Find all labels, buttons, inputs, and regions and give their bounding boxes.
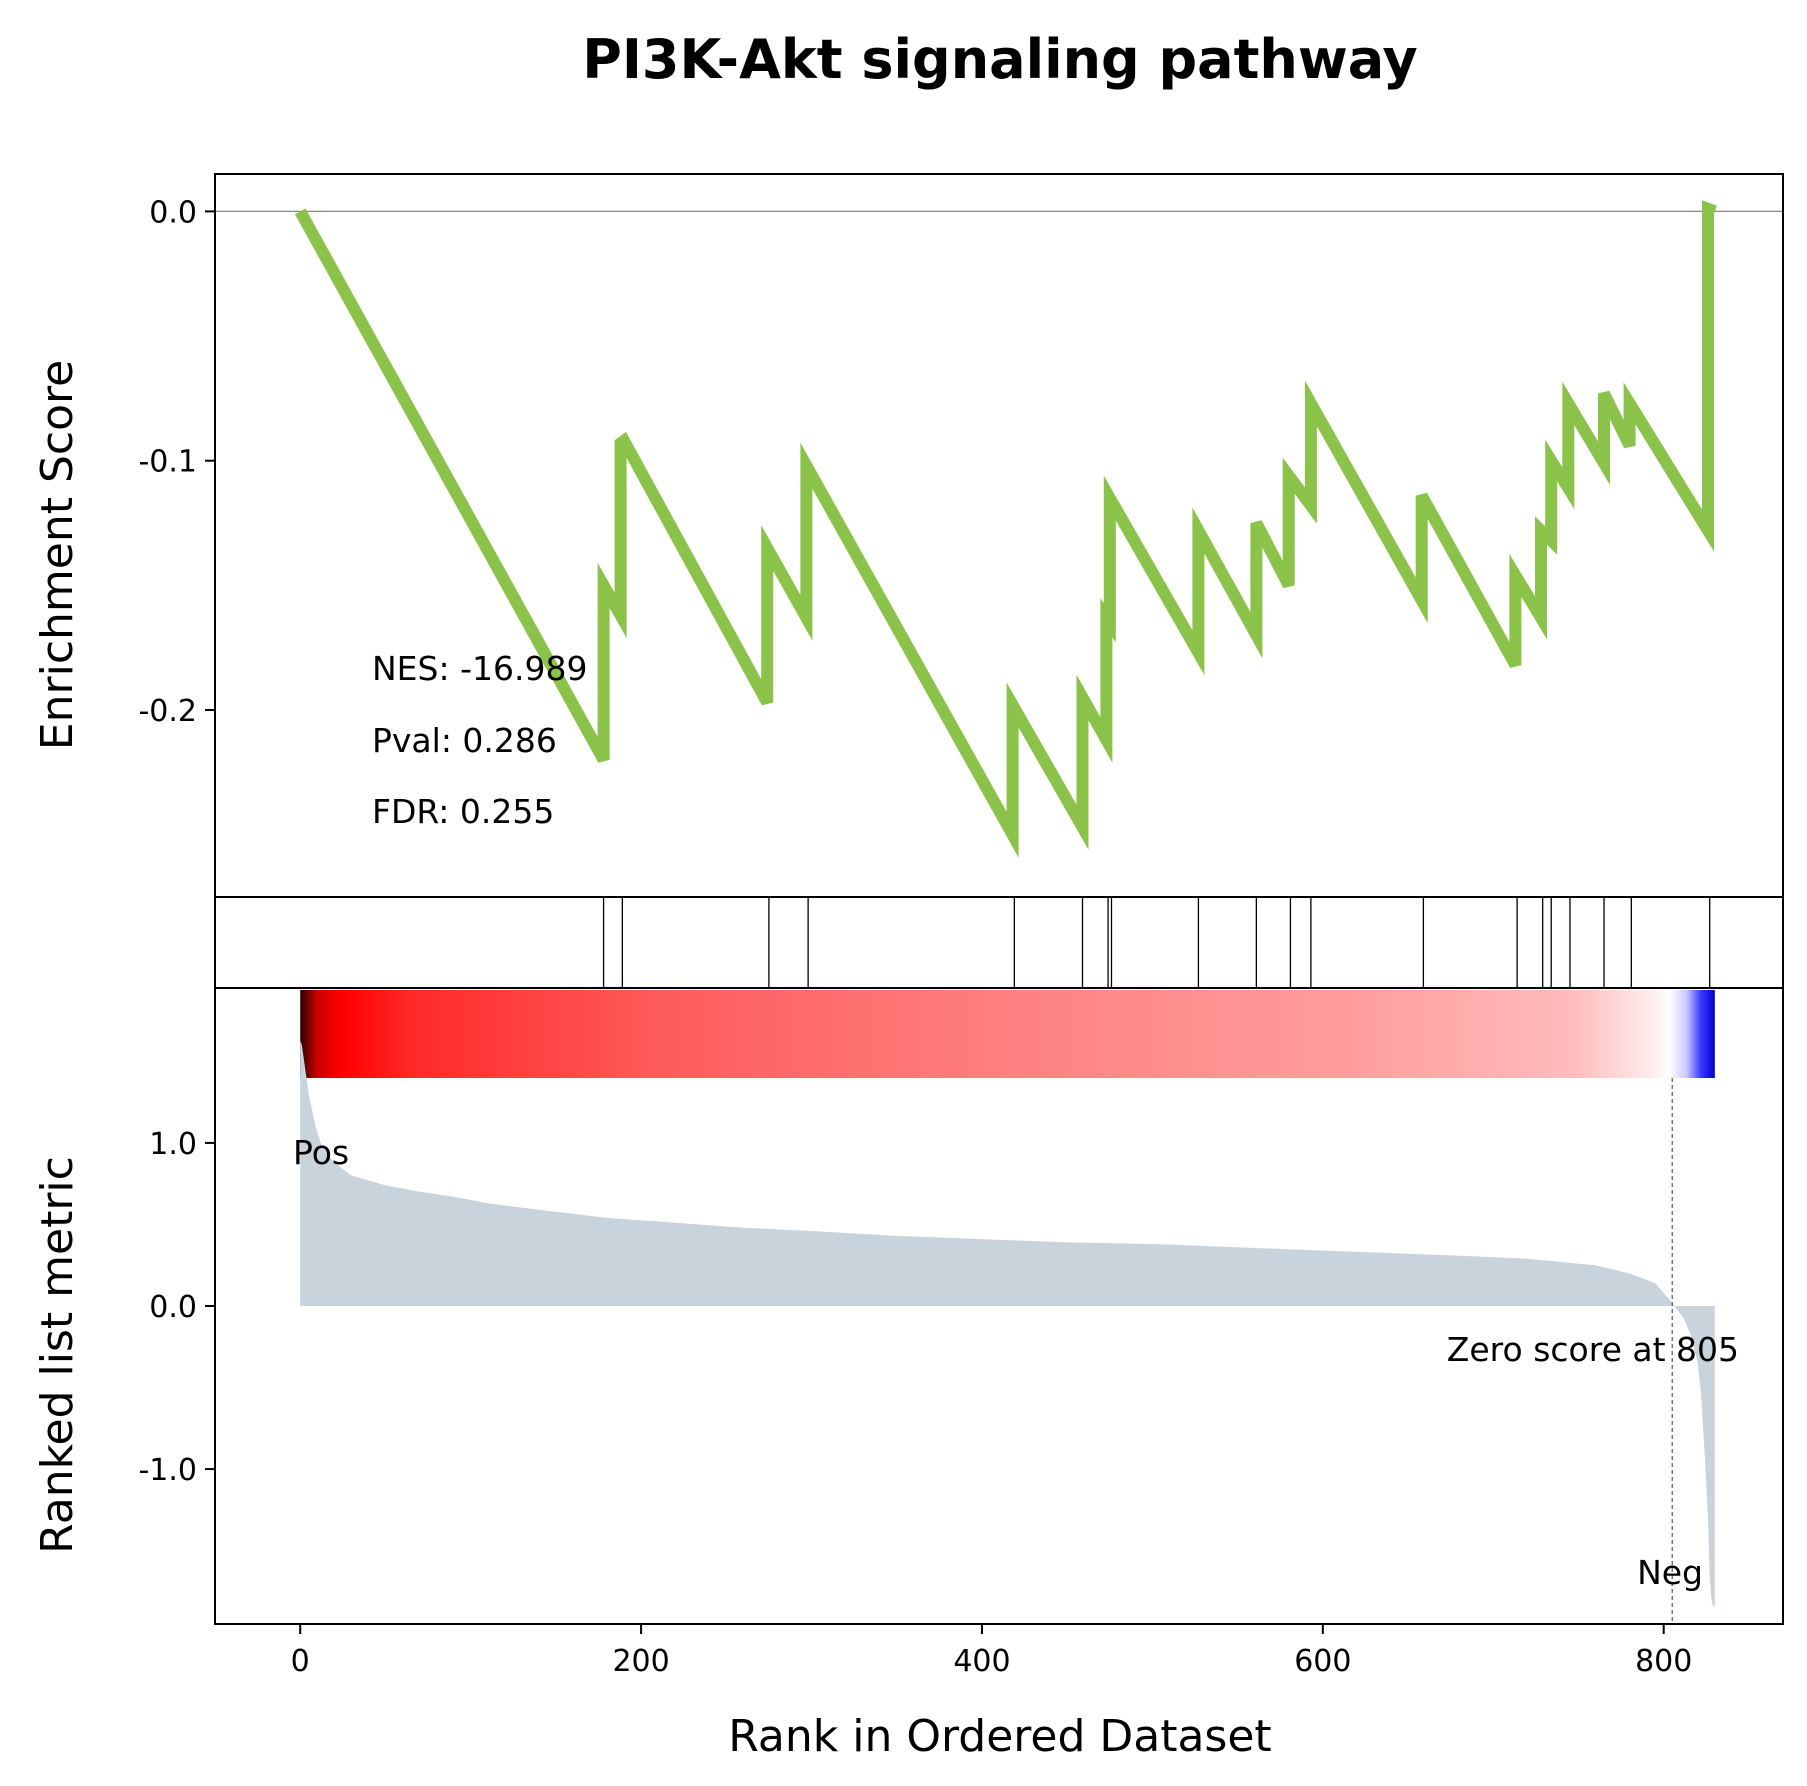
x-tick-label: 600 [1294,1644,1351,1679]
nes-label: NES: -16.989 [372,649,587,688]
es-y-tick-label: 0.0 [149,195,197,230]
ranked-metric-area [300,1040,1715,1607]
x-tick-label: 0 [291,1644,310,1679]
es-y-ticks: 0.0 -0.1 -0.2 [138,195,215,729]
chart-title: PI3K-Akt signaling pathway [582,28,1417,91]
rank-y-axis-label: Ranked list metric [32,1156,83,1554]
zero-score-label: Zero score at 805 [1447,1330,1739,1369]
x-axis-label: Rank in Ordered Dataset [728,1711,1271,1762]
pos-label: Pos [293,1133,349,1172]
es-y-tick-label: -0.1 [138,445,197,480]
neg-label: Neg [1637,1553,1703,1592]
hit-lines [602,897,1711,988]
ranked-panel: Zero score at 805 Pos Neg 1.0 0.0 -1.0 Ran… [32,987,1784,1625]
rank-panel-frame [214,987,1784,1625]
hits-panel [214,896,1784,989]
x-axis-ticks: 0 200 400 600 800 [291,1624,1692,1679]
es-line [294,200,1717,858]
pval-label: Pval: 0.286 [372,721,557,760]
rank-heatmap [300,990,1715,1078]
x-tick-label: 200 [612,1644,669,1679]
es-y-axis-label: Enrichment Score [32,360,83,750]
fdr-label: FDR: 0.255 [372,792,554,831]
rank-y-tick-label: 0.0 [149,1290,197,1325]
rank-y-tick-label: -1.0 [138,1453,197,1488]
rank-y-ticks: 1.0 0.0 -1.0 [138,1127,215,1488]
hits-panel-frame [214,896,1784,989]
enrichment-panel: 0.0 -0.1 -0.2 NES: -16.989 Pval: 0.286 FDR… [32,173,1784,898]
x-tick-label: 800 [1635,1644,1692,1679]
es-y-tick-label: -0.2 [138,694,197,729]
x-tick-label: 400 [953,1644,1010,1679]
rank-y-tick-label: 1.0 [149,1127,197,1162]
